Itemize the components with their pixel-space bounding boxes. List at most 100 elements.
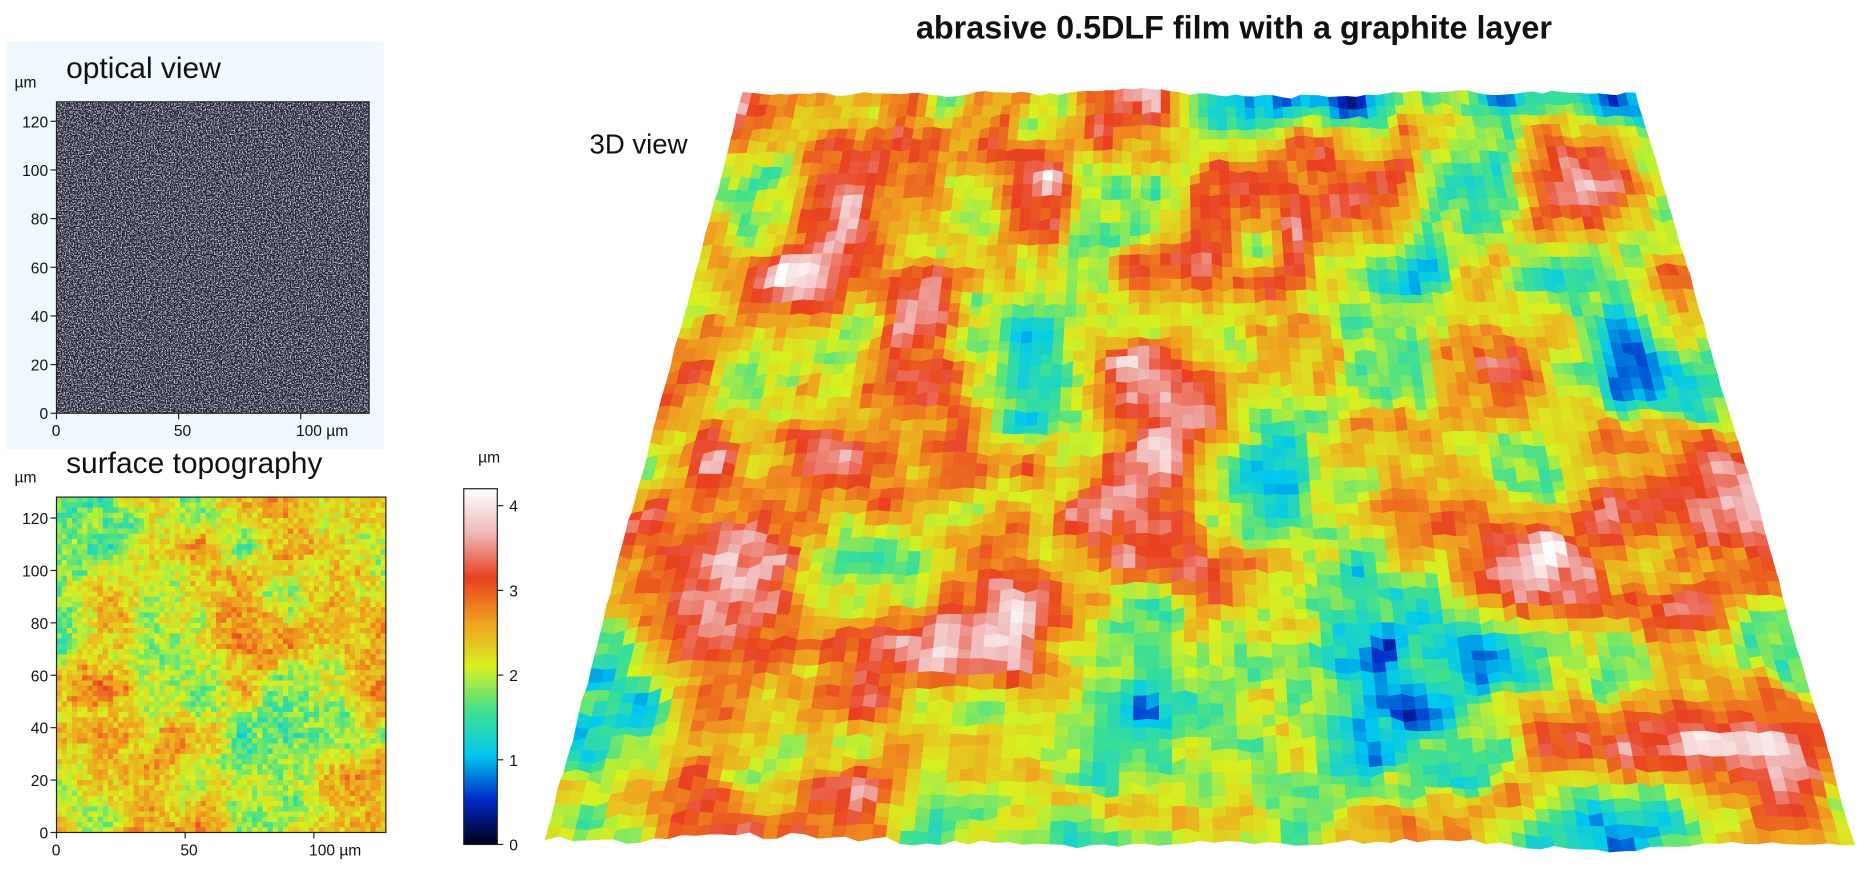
- pixel: [107, 533, 114, 540]
- pixel: [308, 528, 315, 535]
- pixel: [97, 628, 104, 634]
- surface-cell: [1017, 129, 1029, 142]
- surface-cell: [961, 115, 973, 130]
- pixel: [154, 769, 160, 776]
- pixel: [262, 785, 268, 792]
- pixel: [190, 628, 196, 634]
- pixel: [174, 827, 181, 833]
- pixel: [339, 617, 346, 624]
- pixel: [205, 601, 212, 608]
- pixel: [288, 722, 294, 729]
- pixel: [77, 539, 83, 545]
- pixel: [267, 822, 274, 828]
- pixel: [71, 580, 78, 587]
- pixel: [205, 711, 212, 718]
- pixel: [370, 570, 377, 577]
- pixel: [77, 628, 83, 634]
- pixel: [329, 690, 335, 697]
- pixel: [241, 643, 248, 650]
- pixel: [324, 670, 330, 676]
- pixel: [334, 601, 341, 608]
- pixel: [236, 774, 243, 781]
- pixel: [380, 706, 387, 713]
- pixel: [329, 502, 335, 509]
- pixel: [128, 711, 135, 718]
- pixel: [210, 827, 217, 833]
- pixel: [128, 617, 135, 624]
- pixel: [334, 512, 341, 519]
- pixel: [334, 827, 341, 833]
- pixel: [375, 643, 382, 650]
- pixel: [123, 711, 130, 718]
- pixel: [102, 539, 109, 545]
- pixel: [195, 533, 202, 540]
- pixel: [365, 654, 371, 661]
- pixel: [231, 591, 238, 598]
- pixel: [143, 701, 150, 708]
- pixel: [226, 497, 232, 503]
- pixel: [185, 706, 191, 713]
- pixel: [92, 565, 99, 571]
- pixel: [236, 497, 243, 503]
- pixel: [164, 759, 171, 765]
- pixel: [298, 795, 305, 802]
- pixel: [344, 753, 351, 760]
- pixel: [236, 738, 243, 744]
- pixel: [66, 801, 73, 807]
- y-tick-label: 0: [39, 406, 48, 423]
- pixel: [272, 654, 279, 661]
- pixel: [77, 638, 83, 645]
- pixel: [344, 512, 351, 519]
- pixel: [195, 811, 202, 818]
- pixel: [221, 774, 227, 781]
- pixel: [195, 774, 202, 781]
- pixel: [262, 727, 268, 734]
- surface-cell: [944, 176, 957, 189]
- pixel: [128, 785, 135, 792]
- pixel: [380, 711, 387, 718]
- pixel: [71, 617, 78, 624]
- pixel: [123, 617, 130, 624]
- pixel: [349, 544, 356, 550]
- surface-cell: [1121, 162, 1133, 177]
- pixel: [349, 559, 356, 566]
- pixel: [128, 654, 135, 661]
- pixel: [102, 790, 109, 797]
- pixel: [174, 497, 181, 503]
- pixel: [360, 539, 366, 545]
- pixel: [252, 696, 258, 702]
- pixel: [349, 659, 356, 666]
- pixel: [308, 617, 315, 624]
- pixel: [277, 601, 284, 608]
- pixel: [288, 696, 294, 702]
- surface-cell: [1131, 137, 1143, 153]
- pixel: [200, 649, 207, 655]
- pixel: [262, 549, 268, 556]
- pixel: [92, 497, 99, 503]
- pixel: [313, 528, 320, 535]
- pixel: [339, 601, 346, 608]
- pixel: [277, 659, 284, 666]
- pixel: [149, 633, 155, 640]
- pixel: [113, 533, 119, 540]
- pixel: [164, 696, 171, 702]
- pixel: [200, 643, 207, 650]
- pixel: [329, 685, 335, 692]
- pixel: [318, 638, 325, 645]
- pixel: [185, 507, 191, 514]
- pixel: [185, 696, 191, 702]
- pixel: [190, 738, 196, 744]
- pixel: [92, 727, 99, 734]
- pixel: [272, 580, 279, 587]
- pixel: [149, 544, 155, 550]
- pixel: [164, 586, 171, 592]
- pixel: [71, 759, 78, 765]
- pixel: [123, 727, 130, 734]
- pixel: [138, 612, 145, 619]
- pixel: [97, 596, 104, 603]
- pixel: [365, 801, 371, 807]
- pixel: [246, 518, 253, 524]
- pixel: [185, 764, 191, 771]
- pixel: [180, 654, 186, 661]
- pixel: [210, 732, 217, 739]
